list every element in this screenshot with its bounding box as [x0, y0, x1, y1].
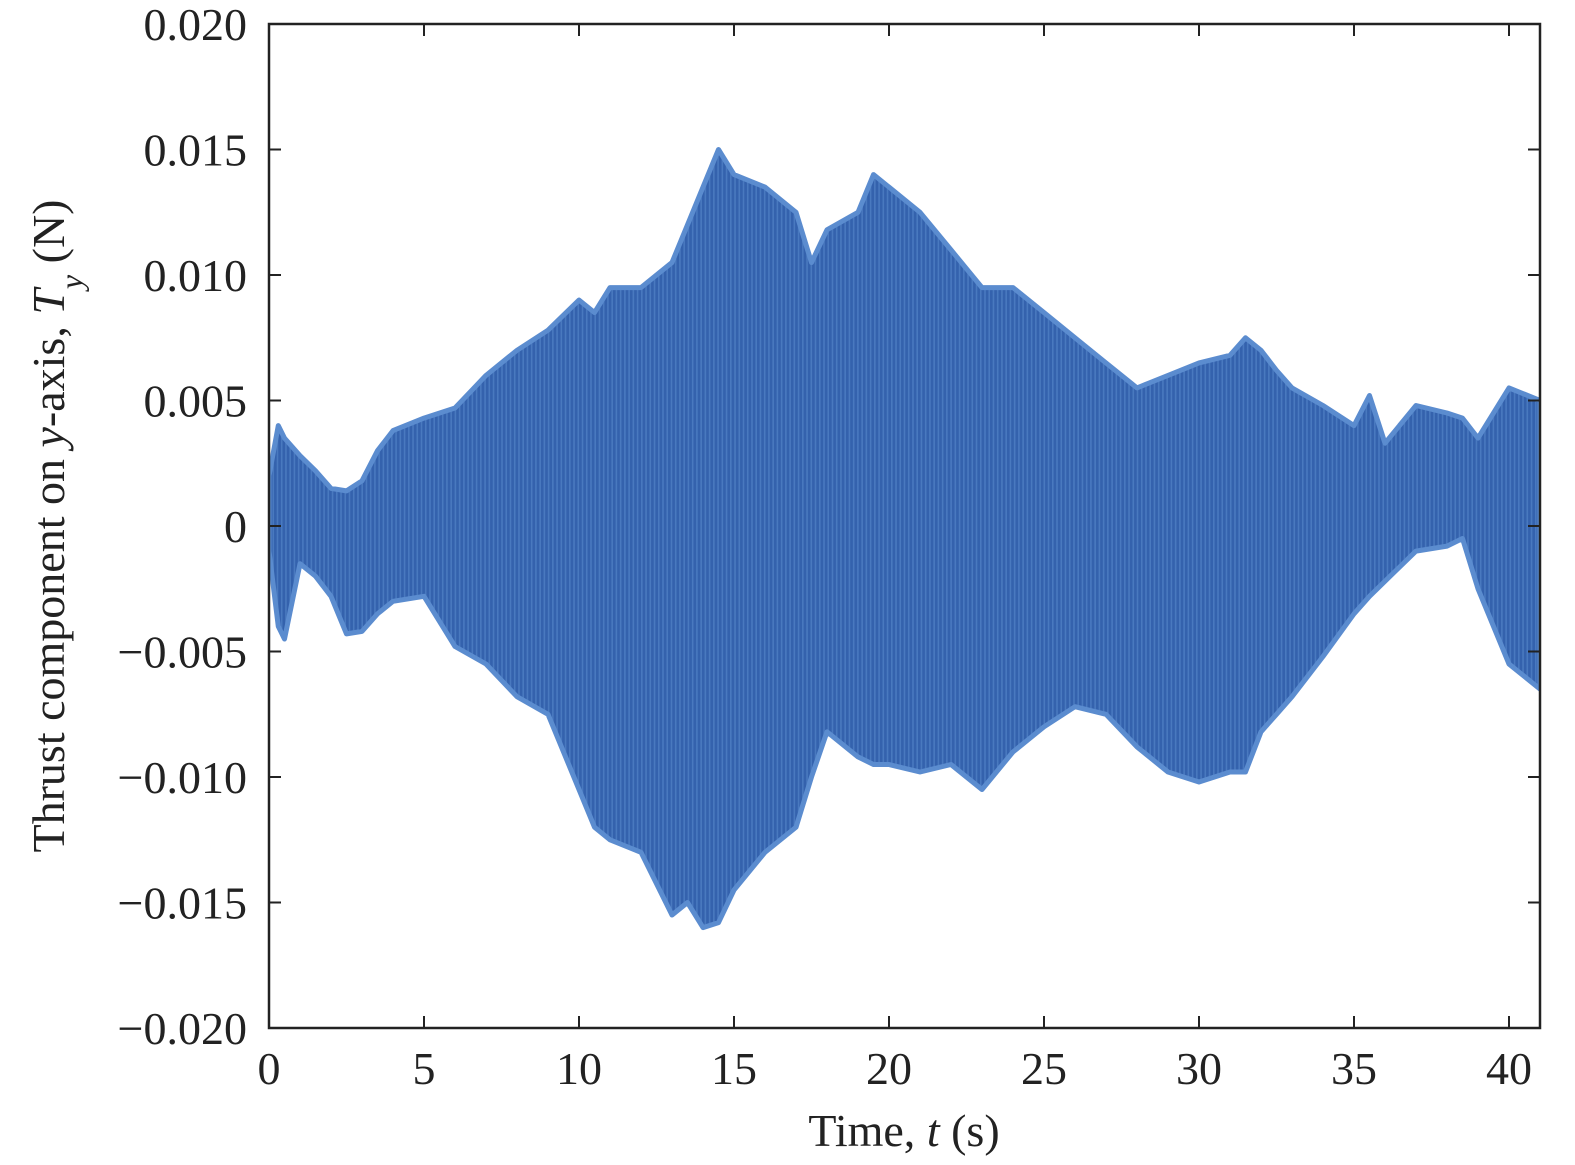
y-tick-label: 0.015	[144, 125, 248, 176]
tick-labels: 0 5 10 15 20 25 30 35 40 −0.020 −0.015 −0.010 −0.005…	[118, 0, 1532, 1094]
x-tick-label: 40	[1486, 1043, 1532, 1094]
x-tick-label: 25	[1021, 1043, 1067, 1094]
y-tick-label: 0.005	[144, 376, 248, 427]
y-tick-label: −0.005	[118, 627, 247, 678]
y-tick-label: 0	[224, 501, 247, 552]
y-tick-label: 0.020	[144, 0, 248, 50]
x-tick-label: 5	[413, 1043, 436, 1094]
plot-area	[269, 147, 1540, 931]
ticks	[268, 23, 1540, 1029]
x-axis-title: Time, t (s)	[808, 1105, 999, 1156]
x-tick-label: 0	[258, 1043, 281, 1094]
x-tick-label: 15	[711, 1043, 757, 1094]
x-tick-label: 20	[866, 1043, 912, 1094]
y-tick-label: 0.010	[144, 250, 248, 301]
oscillation-lines-0	[269, 150, 1540, 927]
y-tick-label: −0.015	[118, 878, 247, 929]
y-tick-label: −0.010	[118, 752, 247, 803]
plot-clip-group	[269, 147, 1540, 931]
x-tick-label: 10	[556, 1043, 602, 1094]
x-tick-label: 30	[1176, 1043, 1222, 1094]
y-tick-label: −0.020	[118, 1003, 247, 1054]
x-tick-label: 35	[1331, 1043, 1377, 1094]
y-axis-title: Thrust component on y-axis, Ty (N)	[23, 200, 89, 853]
